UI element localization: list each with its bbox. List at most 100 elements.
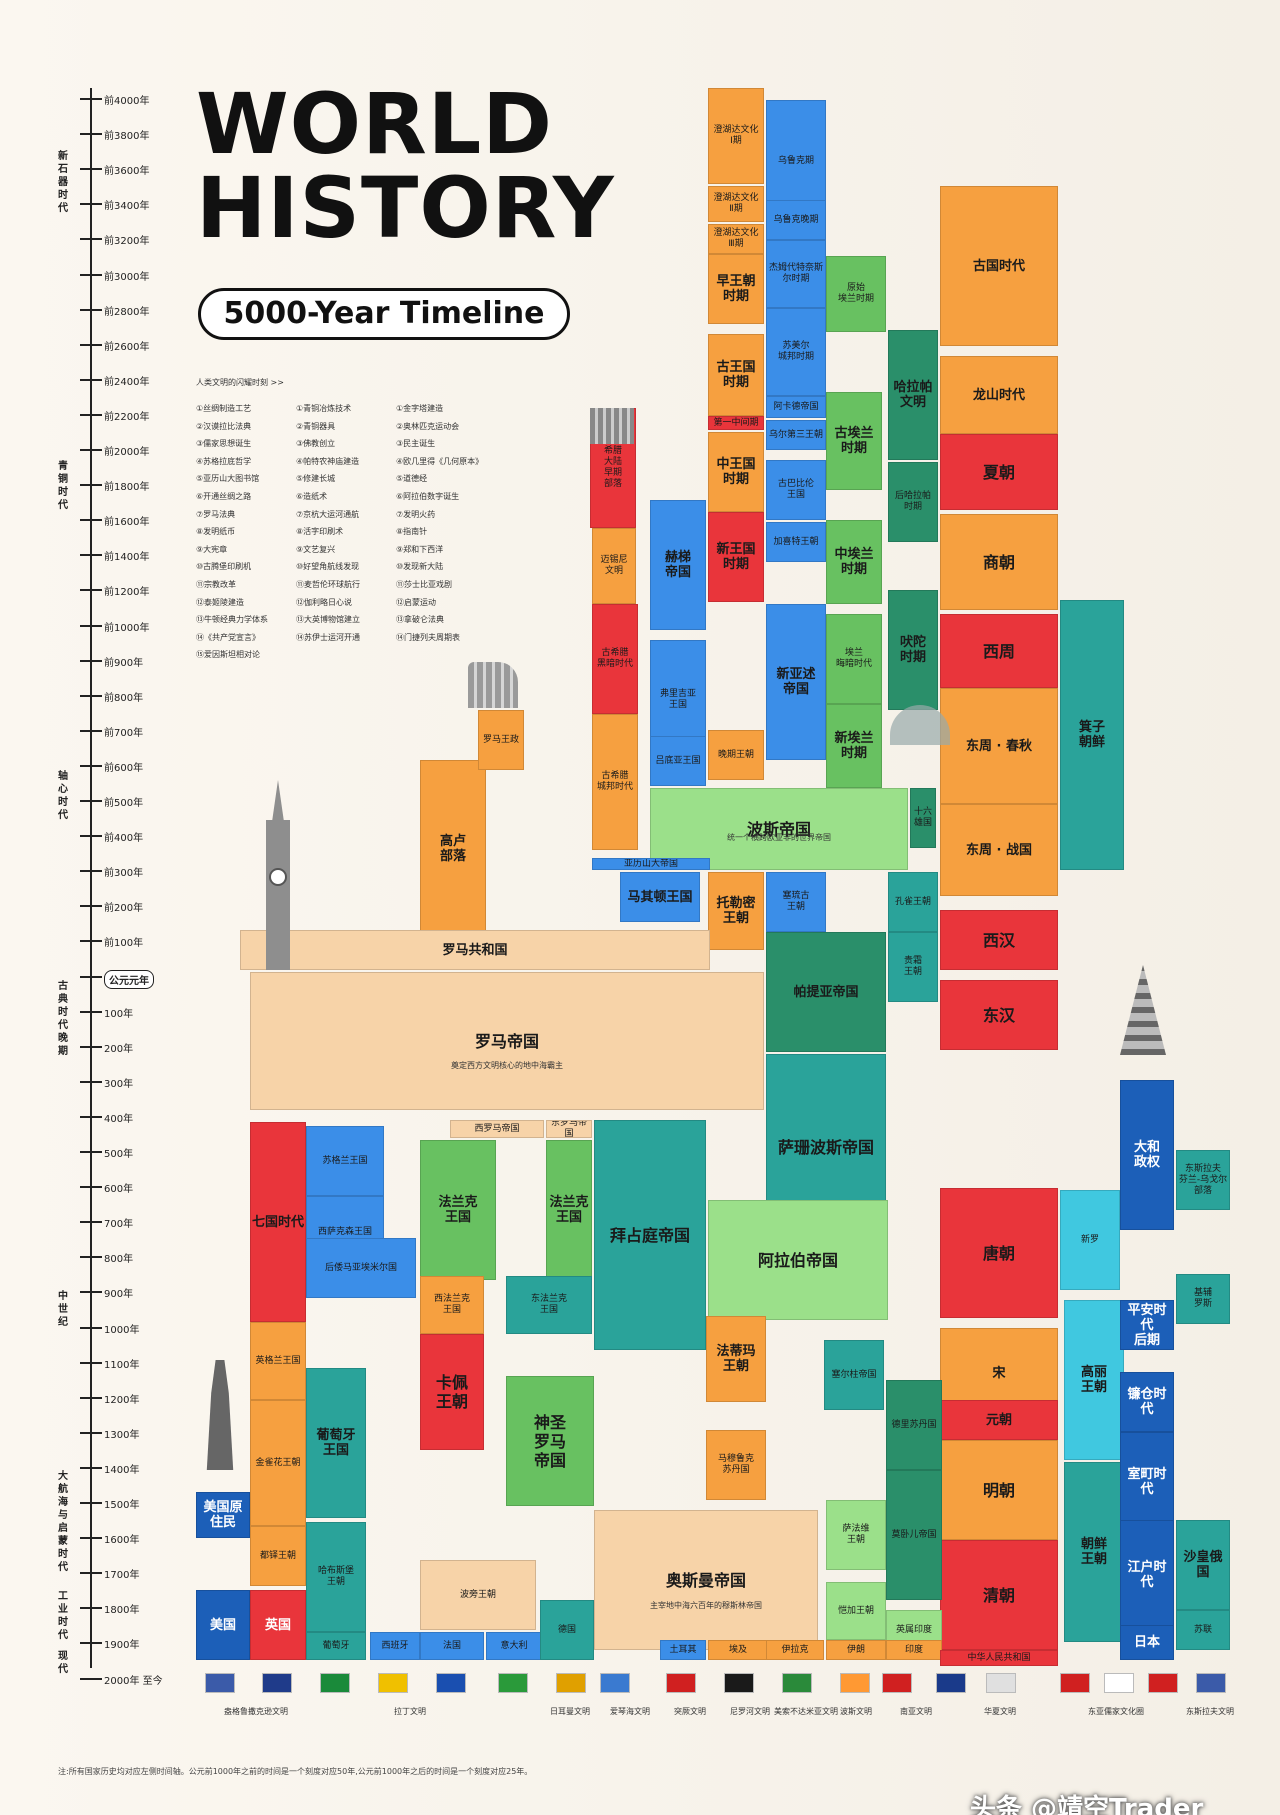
- history-block-label: 波斯帝国: [746, 819, 811, 839]
- axis-tick-label: 前1400年: [104, 552, 150, 564]
- history-block-label: 澄湖达文化 Ⅰ期: [713, 125, 759, 146]
- legend-item: ⑨郑和下西洋: [396, 544, 444, 554]
- legend-item: ⑩古腾堡印刷机: [196, 562, 252, 572]
- legend-item: ②汉谟拉比法典: [196, 421, 252, 431]
- history-block-label: 意大利: [500, 1640, 528, 1651]
- history-block-label: 希腊 大陆 早期 部落: [603, 446, 622, 489]
- history-block-b49: 孔雀王朝: [888, 872, 938, 932]
- legend-item: ⑨大宪章: [196, 544, 228, 554]
- history-block-b19: 中埃兰 时期: [826, 520, 882, 604]
- history-block-label: 新罗: [1080, 1234, 1099, 1245]
- history-block-b42: 晚期王朝: [708, 730, 764, 780]
- history-block-b38: 赫梯 帝国: [650, 500, 706, 630]
- history-block-label: 箕子 朝鲜: [1078, 720, 1105, 750]
- civilization-label: 美索不达米亚文明: [774, 1707, 838, 1716]
- axis-tick-label: 前800年: [104, 692, 144, 704]
- history-block-label: 英属印度: [895, 1624, 932, 1635]
- history-block-label: 东法兰克 王国: [530, 1294, 567, 1315]
- history-block-b31: 东周 · 春秋: [940, 688, 1058, 804]
- era-label: 工业时代: [58, 1591, 68, 1641]
- history-block-label: 罗马王政: [482, 734, 519, 745]
- history-block-b5: 澄湖达文化 Ⅲ期: [708, 224, 764, 254]
- civilization-label: 华夏文明: [984, 1707, 1016, 1716]
- history-block-b10: 古王国 时期: [708, 334, 764, 416]
- axis-tick-label: 前600年: [104, 762, 144, 774]
- history-block-b36: 古希腊 黑暗时代: [592, 604, 638, 714]
- history-block-b87: 新罗: [1060, 1190, 1120, 1290]
- civilization-label: 东斯拉夫文明: [1186, 1707, 1234, 1716]
- history-block-label: 葡萄牙: [322, 1640, 350, 1651]
- history-block-label: 东汉: [982, 1005, 1015, 1025]
- axis-tick: [80, 624, 102, 627]
- history-block-b52: 高卢 部落: [420, 760, 486, 938]
- history-block-label: 苏联: [1193, 1624, 1212, 1635]
- civilization-label: 盎格鲁撒克逊文明: [224, 1707, 288, 1716]
- legend-item: ⑦京杭大运河通航: [296, 509, 360, 519]
- axis-tick-label: 400年: [104, 1113, 134, 1125]
- history-block-b58: 东汉: [940, 980, 1058, 1050]
- history-block-label: 沙皇俄国: [1183, 1550, 1223, 1580]
- history-block-label: 孔雀王朝: [894, 896, 931, 907]
- axis-tick-label: 900年: [104, 1289, 134, 1301]
- history-block-label: 帕提亚帝国: [793, 984, 859, 1000]
- history-block-b73: 神圣 罗马 帝国: [506, 1376, 594, 1506]
- history-block-label: 法蒂玛 王朝: [716, 1344, 756, 1374]
- legend-item: ⑩发现新大陆: [396, 562, 444, 572]
- country-flag-icon: [1060, 1673, 1090, 1693]
- axis-tick: [80, 1502, 102, 1504]
- big-ben-icon: [258, 780, 298, 970]
- axis-tick-label: 1900年: [104, 1640, 140, 1652]
- axis-tick-label: 前3800年: [104, 131, 150, 143]
- history-block-b111: 西班牙: [370, 1632, 420, 1660]
- history-block-b92: 镰仓时代: [1120, 1372, 1174, 1432]
- history-block-label: 金雀花王朝: [255, 1457, 301, 1468]
- history-block-b90: 大和 政权: [1120, 1080, 1174, 1230]
- history-block-label: 西周: [982, 641, 1015, 661]
- legend-item: ④欧几里得《几何原本》: [396, 456, 484, 466]
- history-block-label: 古王国 时期: [716, 360, 756, 390]
- axis-tick-label: 前1000年: [104, 622, 150, 634]
- history-block-b118: 伊拉克: [766, 1640, 824, 1660]
- axis-tick-label: 100年: [104, 1008, 134, 1020]
- history-block-label: 元朝: [985, 1412, 1012, 1428]
- axis-tick: [80, 1466, 102, 1469]
- history-block-b64: 苏格兰王国: [306, 1126, 384, 1196]
- axis-tick: [80, 764, 102, 767]
- axis-tick-label: 1700年: [104, 1570, 140, 1582]
- legend-item: ⑦发明火药: [396, 509, 436, 519]
- history-block-b55: 罗马帝国: [250, 972, 764, 1110]
- history-block-b114: 印度: [886, 1640, 942, 1660]
- axis-tick-label: 前100年: [104, 938, 144, 950]
- legend-item: ③儒家思想诞生: [196, 439, 252, 449]
- civilization-label: 南亚文明: [900, 1707, 932, 1716]
- history-block-label: 英国: [264, 1617, 291, 1633]
- history-block-b27: 龙山时代: [940, 356, 1058, 434]
- history-block-label: 夏朝: [982, 462, 1015, 482]
- axis-tick: [80, 835, 102, 838]
- history-block-label: 伊拉克: [781, 1644, 809, 1655]
- history-block-label: 宋: [992, 1365, 1006, 1381]
- history-block-label: 商朝: [982, 552, 1015, 572]
- legend-item: ⑤亚历山大图书馆: [196, 474, 260, 484]
- axis-tick-label: 前3200年: [104, 236, 150, 248]
- axis-tick-label: 1200年: [104, 1394, 140, 1406]
- axis-tick-label: 前2800年: [104, 306, 150, 318]
- era-label: 轴心时代: [58, 771, 68, 821]
- history-block-b82: 唐朝: [940, 1188, 1058, 1318]
- history-block-b117: 埃及: [708, 1640, 768, 1660]
- history-block-label: 镰仓时代: [1127, 1387, 1167, 1417]
- history-block-label: 中王国 时期: [716, 457, 756, 487]
- history-block-label: 阿卡德帝国: [773, 401, 819, 412]
- axis-tick: [80, 484, 102, 487]
- history-block-b18: 古埃兰 时期: [826, 392, 882, 490]
- axis-tick: [80, 1607, 102, 1610]
- legend-item: ④帕特农神庙建造: [296, 456, 360, 466]
- history-block-b76: 金雀花王朝: [250, 1400, 306, 1526]
- axis-tick-label: 前2200年: [104, 411, 150, 423]
- axis-tick-label: 1100年: [104, 1359, 140, 1371]
- history-block-label: 苏美尔 城邦时期: [777, 341, 814, 362]
- axis-tick: [80, 449, 102, 451]
- axis-tick-label: 前200年: [104, 903, 144, 915]
- country-flag-icon: [498, 1673, 528, 1693]
